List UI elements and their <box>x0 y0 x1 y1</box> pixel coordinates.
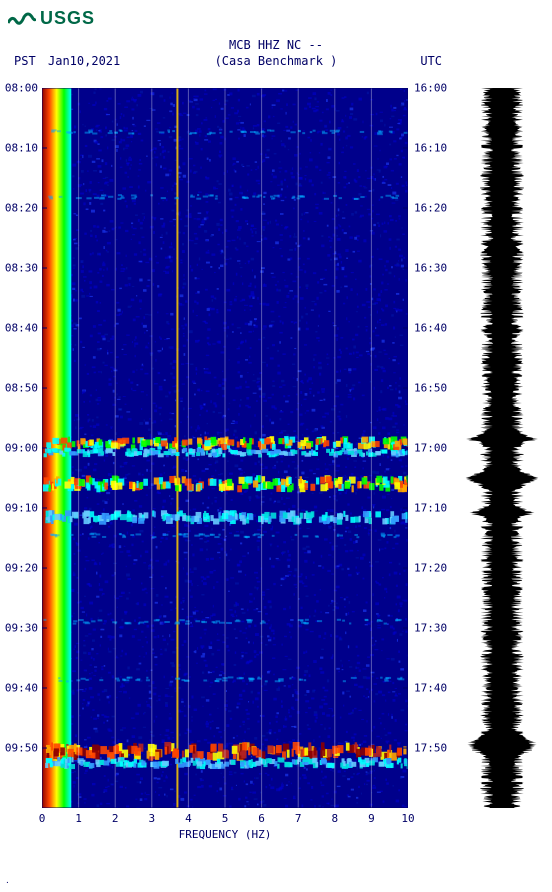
utc-tick: 16:20 <box>414 202 447 215</box>
utc-label: UTC <box>420 54 442 68</box>
pst-tick: 08:40 <box>5 321 38 334</box>
pst-tick: 09:30 <box>5 622 38 635</box>
utc-tick: 17:50 <box>414 742 447 755</box>
utc-tick: 16:00 <box>414 82 447 95</box>
pst-tick: 08:10 <box>5 141 38 154</box>
pst-tick: 09:10 <box>5 501 38 514</box>
freq-tick: 5 <box>222 812 229 825</box>
utc-tick: 16:40 <box>414 321 447 334</box>
utc-tick: 16:30 <box>414 262 447 275</box>
freq-tick: 3 <box>148 812 155 825</box>
freq-tick: 10 <box>401 812 414 825</box>
freq-tick: 1 <box>75 812 82 825</box>
utc-tick: 16:50 <box>414 382 447 395</box>
waveform-panel <box>462 88 542 808</box>
pst-label: PST <box>14 54 36 68</box>
freq-tick: 2 <box>112 812 119 825</box>
utc-time-axis: 16:0016:1016:2016:3016:4016:5017:0017:10… <box>412 88 452 808</box>
freq-tick: 0 <box>39 812 46 825</box>
pst-tick: 09:40 <box>5 681 38 694</box>
utc-tick: 16:10 <box>414 141 447 154</box>
station-code-line: MCB HHZ NC -- <box>0 38 552 52</box>
freq-tick: 7 <box>295 812 302 825</box>
utc-tick: 17:40 <box>414 681 447 694</box>
waveform-svg <box>462 88 542 808</box>
spectrogram-chart <box>42 88 408 808</box>
spectrogram-svg <box>42 88 408 808</box>
utc-tick: 17:20 <box>414 562 447 575</box>
station-name: (Casa Benchmark ) <box>215 54 338 68</box>
pst-tick: 08:20 <box>5 202 38 215</box>
pst-tick: 09:50 <box>5 742 38 755</box>
pst-tick: 09:00 <box>5 442 38 455</box>
pst-tick: 08:50 <box>5 382 38 395</box>
freq-tick: 6 <box>258 812 265 825</box>
logo-text: USGS <box>40 8 95 29</box>
usgs-logo: USGS <box>8 8 95 29</box>
frequency-axis-label: FREQUENCY (HZ) <box>42 828 408 841</box>
pst-time-axis: 08:0008:1008:2008:3008:4008:5009:0009:10… <box>0 88 40 808</box>
pst-tick: 08:30 <box>5 262 38 275</box>
date-label: Jan10,2021 <box>48 54 120 68</box>
utc-tick: 17:30 <box>414 622 447 635</box>
utc-tick: 17:10 <box>414 501 447 514</box>
freq-tick: 8 <box>331 812 338 825</box>
freq-tick: 9 <box>368 812 375 825</box>
freq-tick: 4 <box>185 812 192 825</box>
wave-icon <box>8 9 36 29</box>
footer-mark: . <box>6 875 9 886</box>
pst-tick: 08:00 <box>5 82 38 95</box>
pst-tick: 09:20 <box>5 562 38 575</box>
utc-tick: 17:00 <box>414 442 447 455</box>
